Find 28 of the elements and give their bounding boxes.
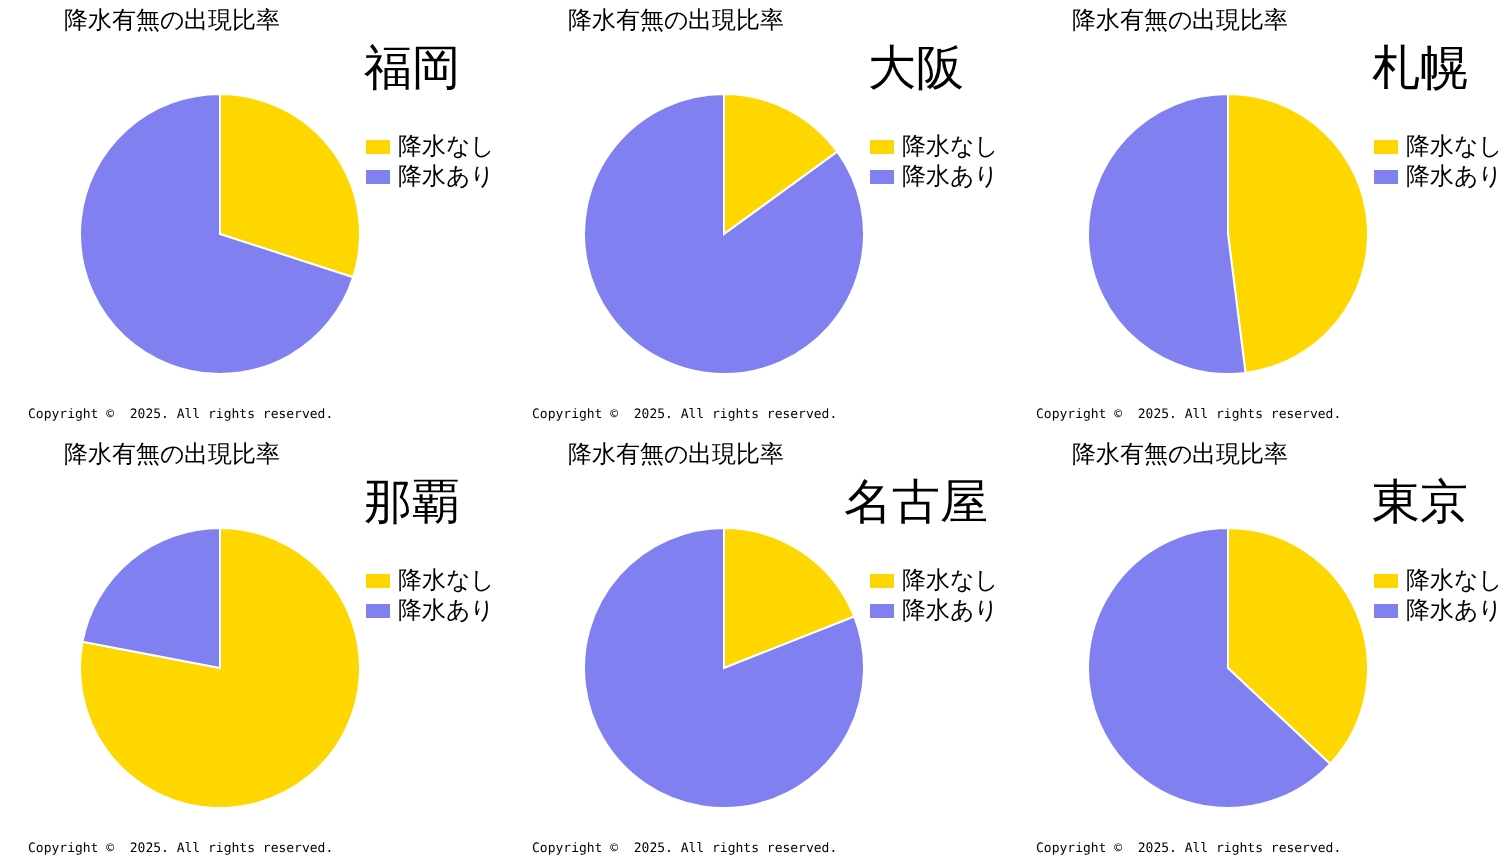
pie-slice (79, 93, 355, 374)
chart-subtitle: 名古屋 (842, 472, 990, 534)
legend-label: 降水なし (902, 132, 998, 162)
chart-subtitle: 札幌 (1370, 38, 1470, 100)
legend-label: 降水なし (398, 566, 494, 596)
chart-title: 降水有無の出現比率 (566, 438, 786, 472)
chart-title: 降水有無の出現比率 (62, 438, 282, 472)
legend-label: 降水あり (398, 596, 494, 626)
pie-slice (79, 527, 360, 808)
chart-title: 降水有無の出現比率 (62, 4, 282, 38)
legend-label: 降水なし (902, 566, 998, 596)
chart-subtitle: 大阪 (866, 38, 966, 100)
legend-label: 降水なし (1406, 566, 1502, 596)
pie-slice (583, 93, 864, 374)
legend-label: 降水あり (1406, 162, 1502, 192)
pie-slice (583, 527, 864, 808)
chart-title: 降水有無の出現比率 (1070, 4, 1290, 38)
chart-subtitle: 那覇 (362, 472, 462, 534)
chart-title: 降水有無の出現比率 (1070, 438, 1290, 472)
legend-label: 降水あり (902, 596, 998, 626)
legend-label: 降水あり (902, 162, 998, 192)
legend-label: 降水あり (1406, 596, 1502, 626)
legend-label: 降水なし (1406, 132, 1502, 162)
chart-title: 降水有無の出現比率 (566, 4, 786, 38)
chart-subtitle: 福岡 (362, 38, 462, 100)
legend-label: 降水なし (398, 132, 494, 162)
legend-label: 降水あり (398, 162, 494, 192)
chart-subtitle: 東京 (1370, 472, 1470, 534)
